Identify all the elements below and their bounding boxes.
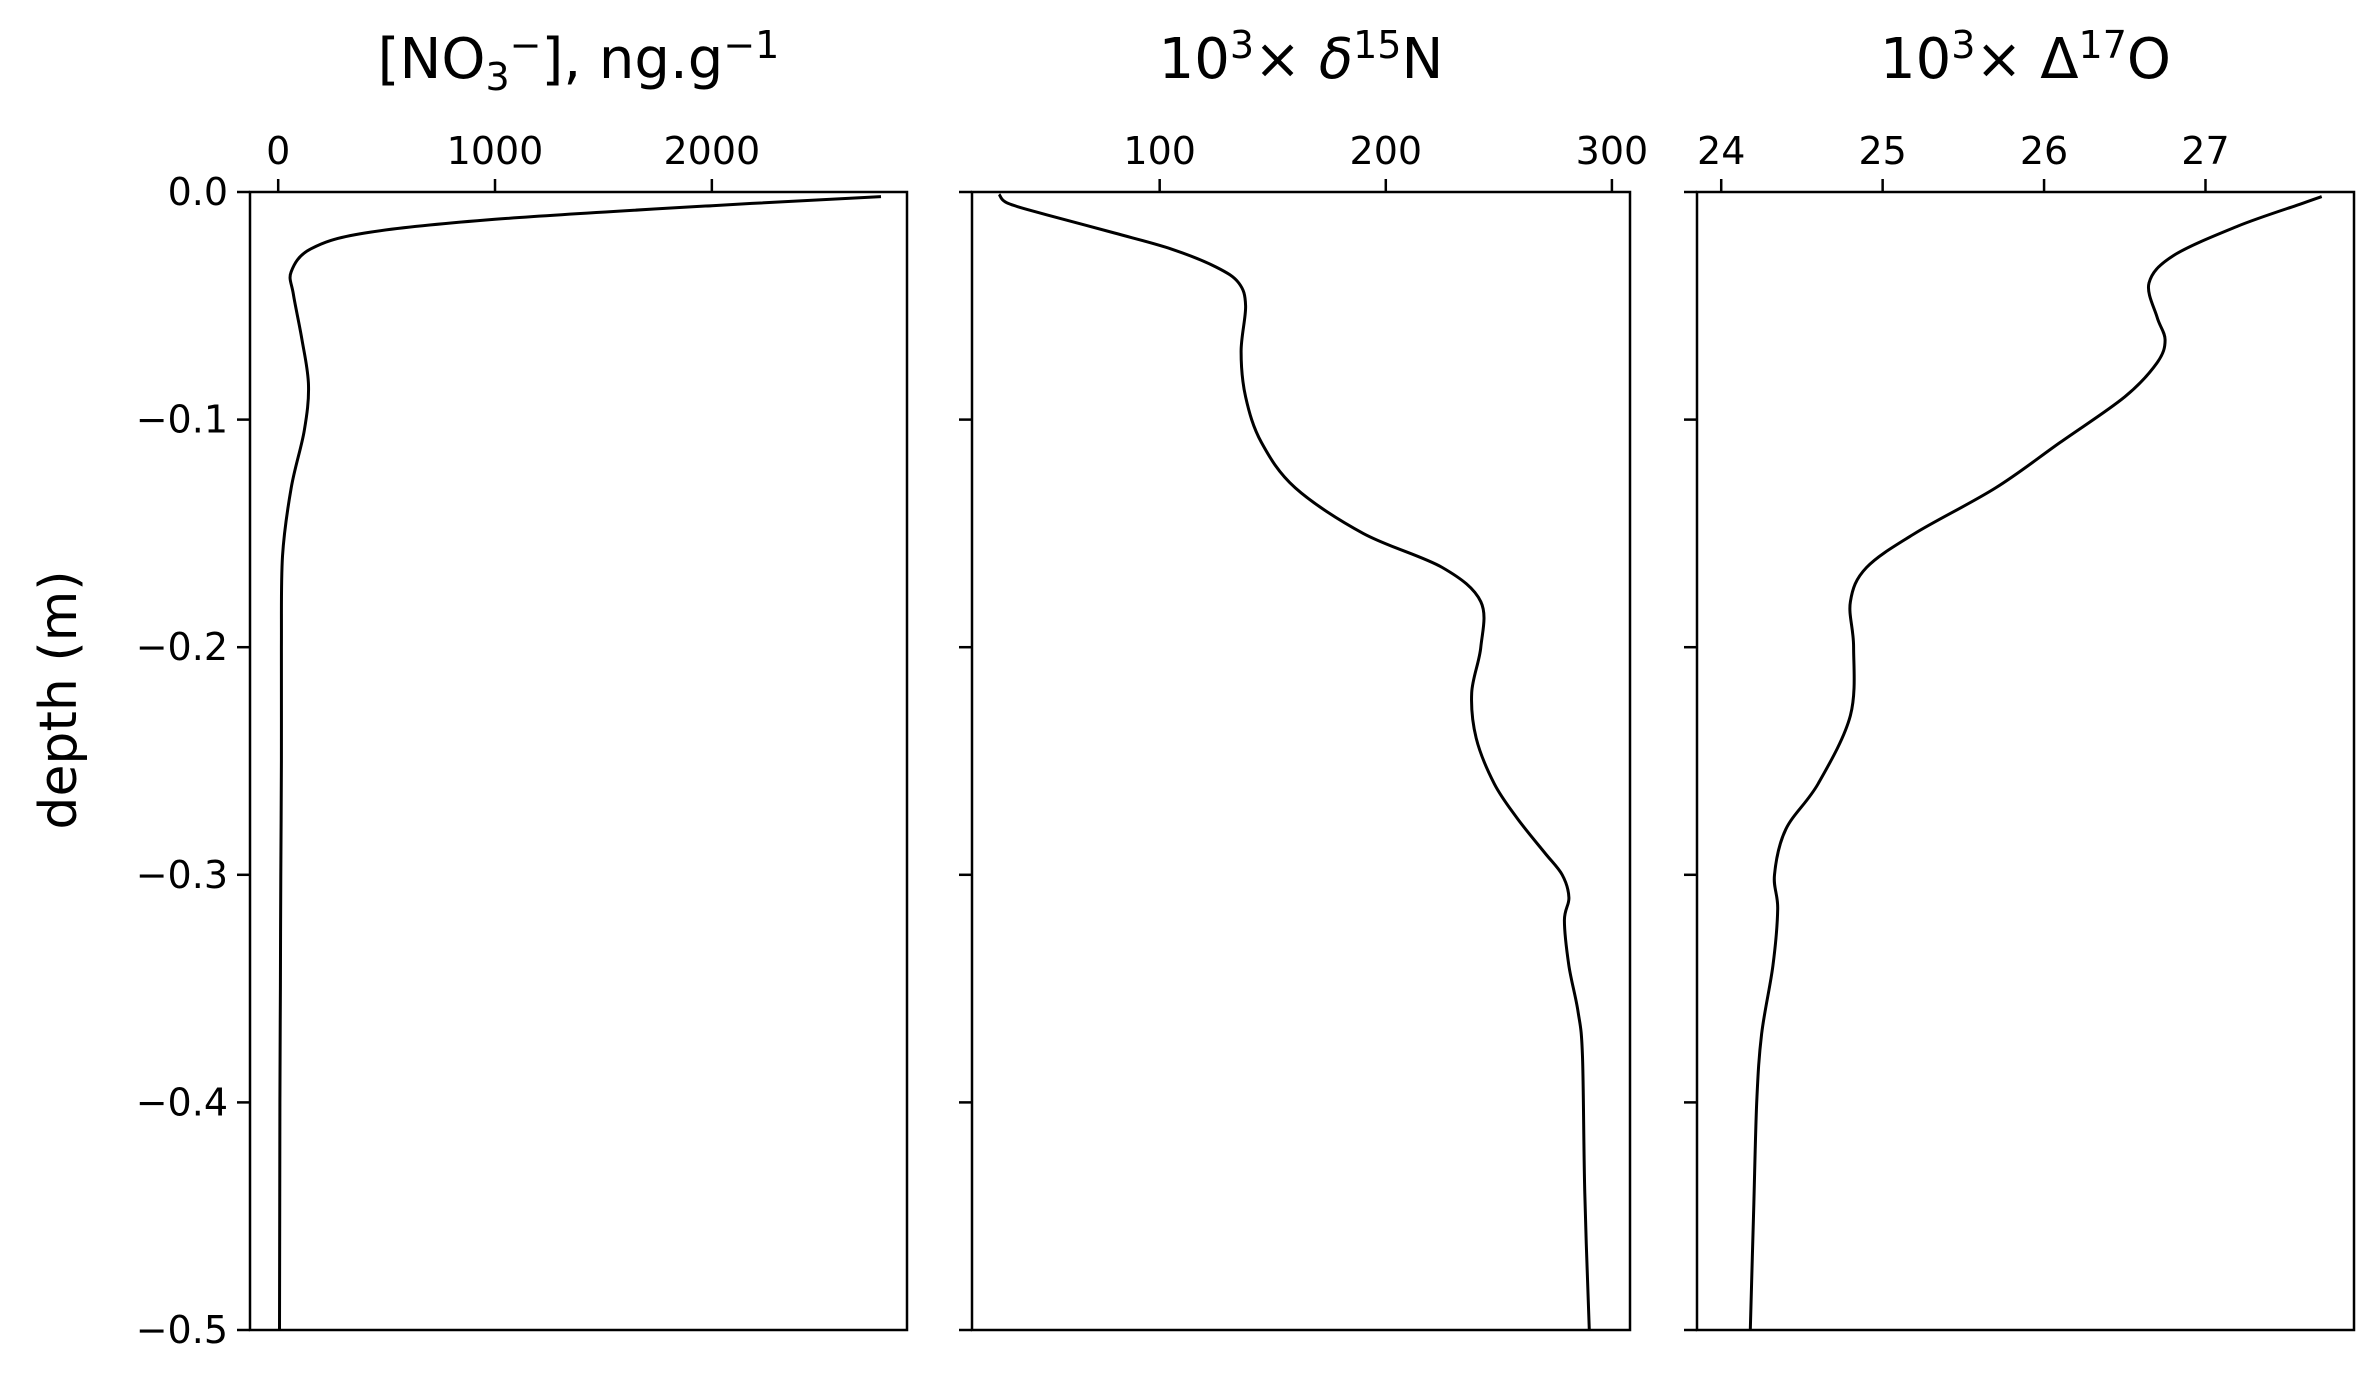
xtick-label: 24 xyxy=(1697,129,1745,173)
panel-2-title: 103× δ15N xyxy=(1159,23,1444,92)
xtick-label: 100 xyxy=(1123,129,1196,173)
series-line-panel-3 xyxy=(1748,195,2323,1331)
panel-3-frame xyxy=(1695,190,2356,1332)
title-part: O xyxy=(2127,27,2171,92)
title-part: 17 xyxy=(2079,23,2127,67)
panels: 0.0−0.1−0.2−0.3−0.4−0.50 1000 2000[NO3−], … xyxy=(136,23,2356,1352)
title-part: ], ng.g xyxy=(541,27,723,92)
xtick-label: 1000 xyxy=(447,129,544,173)
title-part: 3 xyxy=(1230,23,1254,67)
xtick-label: 0 xyxy=(266,129,290,173)
panel-2: 100 200 300 103× δ15N xyxy=(959,23,1649,1332)
title-part: [NO xyxy=(378,27,486,92)
panel-1-title: [NO3−], ng.g−1 xyxy=(378,23,780,99)
panel-1-frame xyxy=(248,190,909,1332)
xtick-label: 26 xyxy=(2020,129,2068,173)
ytick-label: −0.4 xyxy=(136,1080,228,1124)
panel-2-frame xyxy=(970,190,1632,1332)
title-part: × xyxy=(1975,27,2040,92)
title-part: Δ xyxy=(2040,27,2078,92)
xtick-label: 200 xyxy=(1350,129,1423,173)
title-part: δ xyxy=(1319,27,1353,92)
series-line-panel-1 xyxy=(278,195,882,1331)
y-axis-label: depth (m) xyxy=(29,570,89,829)
title-part: N xyxy=(1401,27,1443,92)
series-line-panel-2 xyxy=(997,193,1591,1331)
xtick-label: 300 xyxy=(1576,129,1649,173)
ytick-label: −0.3 xyxy=(136,853,228,897)
panel-3-title: 103× Δ17O xyxy=(1880,23,2171,92)
ytick-label: −0.1 xyxy=(136,398,228,442)
xtick-label: 27 xyxy=(2181,129,2229,173)
panel-1: 0.0 −0.1 −0.2 −0.3 −0.4 −0.5 0 1000 2000 [NO3−], … xyxy=(136,23,909,1352)
title-part: × xyxy=(1254,27,1319,92)
ytick-label: −0.5 xyxy=(136,1308,228,1352)
xtick-label: 25 xyxy=(1858,129,1906,173)
title-part: 3 xyxy=(485,55,509,99)
ytick-label: −0.2 xyxy=(136,625,228,669)
title-part: 3 xyxy=(1951,23,1975,67)
title-part: 10 xyxy=(1159,27,1230,92)
title-part: 10 xyxy=(1880,27,1951,92)
xtick-label: 2000 xyxy=(663,129,760,173)
title-part: −1 xyxy=(723,23,779,67)
title-part: − xyxy=(510,23,542,67)
title-part: 15 xyxy=(1353,23,1401,67)
ytick-label: 0.0 xyxy=(168,170,228,214)
